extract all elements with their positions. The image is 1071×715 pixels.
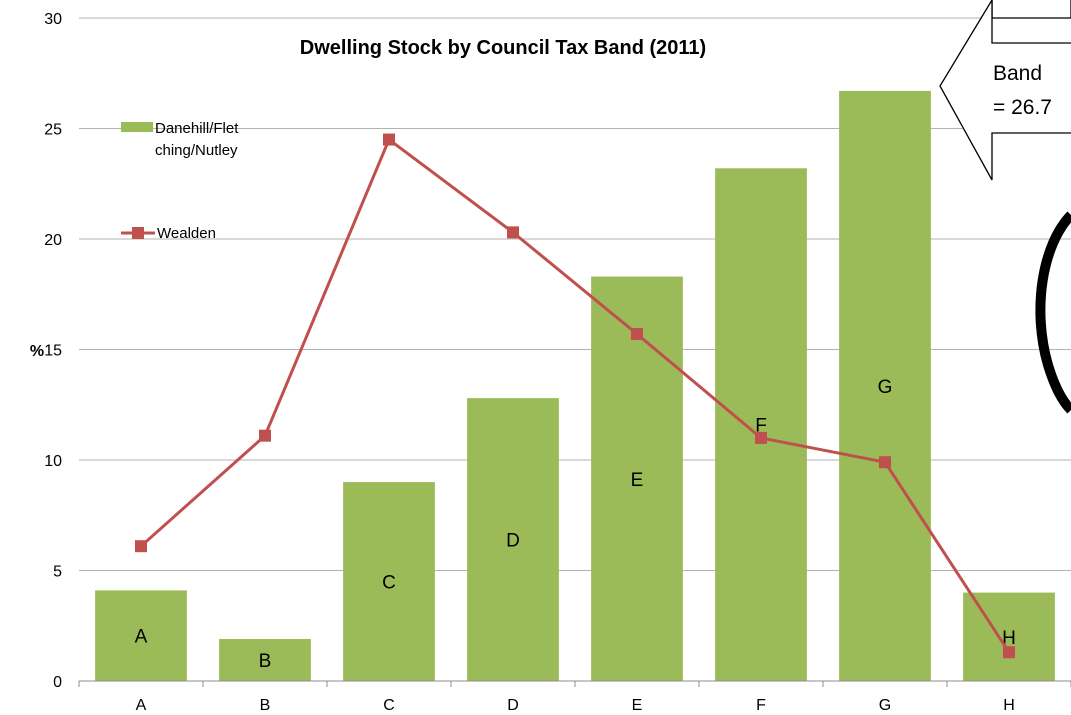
bar	[343, 482, 435, 681]
line-point	[259, 429, 271, 442]
y-tick-label: 20	[44, 232, 62, 249]
y-axis: 0 5 10 15 20 25 30	[44, 11, 62, 691]
bar-data-label: C	[382, 573, 396, 594]
callout-line-2: = 26.7	[993, 96, 1052, 119]
line-series	[135, 133, 1015, 659]
callout-arrow-body	[939, 0, 1071, 181]
x-tick-label: A	[136, 697, 147, 714]
y-tick-label: 30	[44, 11, 62, 28]
y-tick-label: 10	[44, 453, 62, 470]
y-axis-label: %	[30, 343, 44, 360]
bar-data-label: B	[259, 651, 272, 672]
bar-data-label: H	[1002, 628, 1016, 649]
legend: Danehill/Flet ching/Nutley Wealden	[121, 120, 239, 242]
x-tick-label: H	[1003, 697, 1015, 714]
line-point	[1003, 646, 1015, 659]
line-point	[507, 226, 519, 239]
legend-swatch-bars	[121, 122, 153, 132]
line-point	[631, 328, 643, 341]
legend-swatch-marker	[132, 227, 144, 239]
x-tick-label: E	[632, 697, 643, 714]
bar	[219, 639, 311, 681]
bar-data-label: A	[135, 627, 148, 648]
legend-label-bars-line1: Danehill/Flet	[155, 120, 239, 137]
bar	[715, 168, 807, 681]
x-tick-label: G	[879, 697, 891, 714]
bar-data-label: D	[506, 531, 520, 552]
callout-ellipse-edge	[1035, 211, 1071, 414]
bar	[591, 276, 683, 681]
line-point	[755, 431, 767, 444]
chart-title: Dwelling Stock by Council Tax Band (2011…	[300, 37, 706, 59]
bar	[839, 90, 931, 682]
line-point	[383, 133, 395, 146]
callout: Band = 26.7	[939, 0, 1071, 414]
legend-label-bars-line2: ching/Nutley	[155, 142, 238, 159]
callout-arrow-shape	[991, 0, 1071, 19]
bar	[467, 398, 559, 681]
y-tick-label: 25	[44, 122, 62, 139]
x-tick-label: C	[383, 697, 395, 714]
legend-label-line: Wealden	[157, 225, 216, 242]
x-tick-label: D	[507, 697, 519, 714]
y-tick-label: 0	[53, 674, 62, 691]
y-tick-label: 5	[53, 564, 62, 581]
line-point	[879, 456, 891, 469]
bar-data-label: F	[755, 416, 767, 437]
bar-data-label: E	[631, 470, 644, 491]
y-tick-label: 15	[44, 343, 62, 360]
x-tick-label: F	[756, 697, 766, 714]
x-axis: A B C D E F G H	[78, 680, 1071, 714]
line-path	[140, 137, 1011, 654]
x-tick-label: B	[260, 697, 271, 714]
bar-series	[95, 90, 1055, 682]
callout-line-1: Band	[993, 62, 1042, 85]
bar	[95, 590, 187, 681]
bar-data-label: G	[878, 377, 893, 398]
bar-data-labels: A B C D E F G H	[135, 377, 1016, 672]
line-point	[135, 540, 147, 553]
